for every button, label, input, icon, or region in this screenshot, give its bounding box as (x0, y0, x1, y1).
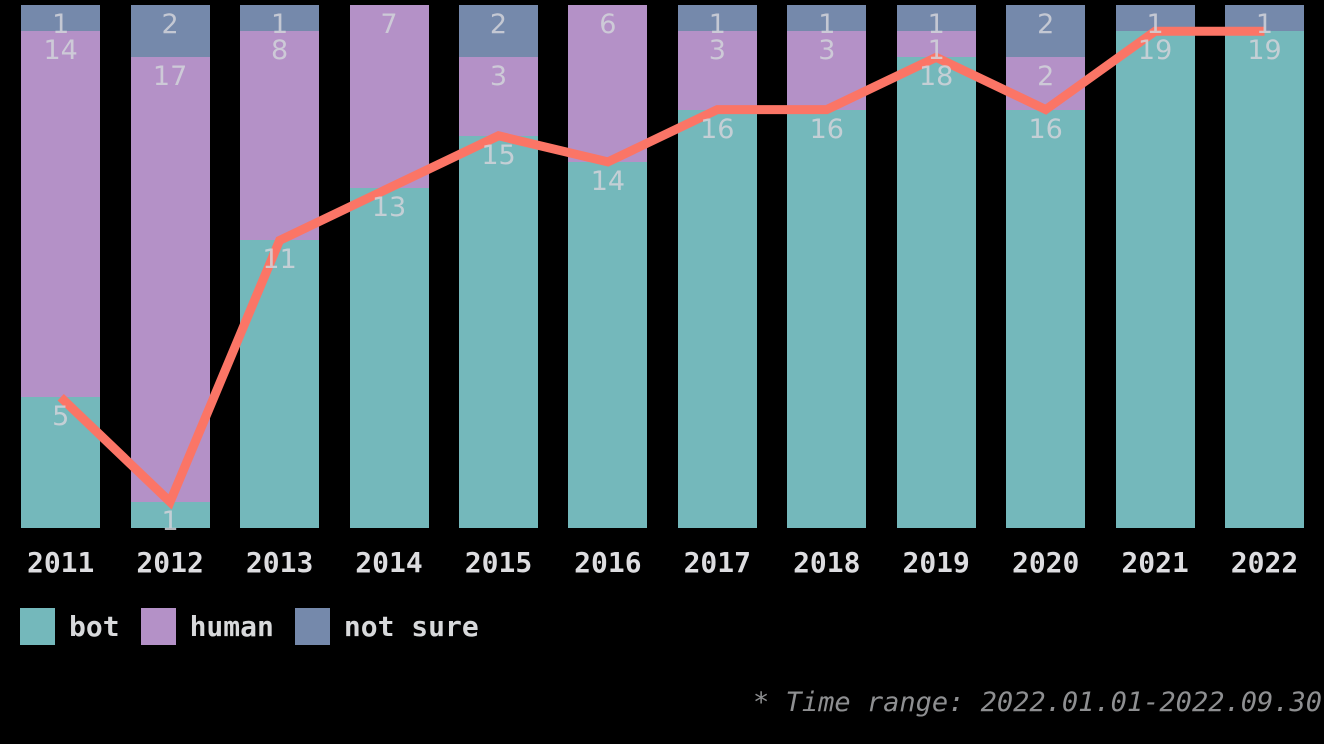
bar-value-label: 1 (1146, 9, 1164, 40)
bar-value-label: 1 (927, 9, 945, 40)
legend-item-human[interactable]: human (140, 608, 274, 645)
legend-item-not-sure[interactable]: not sure (294, 608, 479, 645)
legend-label-not-sure: not sure (343, 610, 479, 643)
bar-value-label: 8 (271, 35, 289, 67)
bar-value-label: 19 (1137, 35, 1173, 67)
value-labels-layer: 5 14 1 1 17 2 11 8 1 13 7 15 3 2 14 6 16 3 1 16 3 1 18 1 1 16 2 2 19… (43, 9, 1282, 537)
bar-value-label: 3 (708, 35, 726, 67)
bar-value-label: 1 (161, 505, 179, 537)
x-axis-label-2017: 2017 (683, 546, 752, 579)
footnote-time-range: * Time range: 2022.01.01-2022.09.30 (753, 687, 1322, 718)
bar-value-label: 11 (262, 244, 297, 276)
bar-value-label: 3 (489, 61, 508, 93)
x-axis-label-2011: 2011 (26, 546, 95, 579)
x-axis: 2011 2012 2013 2014 2015 2016 2017 2018 2019 2020… (26, 546, 1299, 579)
x-axis-label-2016: 2016 (574, 546, 642, 579)
x-axis-label-2013: 2013 (245, 546, 314, 579)
bar-value-label: 16 (700, 113, 735, 145)
bar-value-label: 7 (380, 9, 398, 40)
bar-value-label: 1 (1255, 9, 1274, 40)
bar-value-label: 13 (371, 192, 407, 224)
legend-swatch-bot (20, 608, 55, 645)
x-axis-label-2021: 2021 (1121, 546, 1189, 579)
chart-plot: 5 14 1 1 17 2 11 8 1 13 7 15 3 2 14 6 16 3 1 16 3 1 18 1 1 16 2 2 19… (21, 5, 1304, 579)
x-axis-label-2020: 2020 (1011, 546, 1080, 579)
x-axis-label-2012: 2012 (136, 546, 204, 579)
x-axis-label-2014: 2014 (355, 546, 423, 579)
x-axis-label-2018: 2018 (793, 546, 861, 579)
legend-label-bot: bot (69, 610, 120, 643)
x-axis-label-2015: 2015 (464, 546, 533, 579)
bar-value-label: 2 (161, 9, 179, 40)
bar-value-label: 2 (1037, 9, 1055, 40)
legend-swatch-human (140, 608, 176, 645)
x-axis-label-2022: 2022 (1230, 546, 1299, 579)
bar-value-label: 15 (481, 139, 516, 171)
bar-value-label: 16 (809, 113, 844, 145)
bar-value-label: 6 (599, 9, 617, 40)
bar-value-label: 3 (818, 35, 836, 67)
bar-value-label: 1 (927, 35, 945, 67)
legend-item-bot[interactable]: bot (20, 608, 120, 645)
bar-value-label: 14 (590, 165, 626, 197)
bar-value-label: 1 (52, 9, 70, 40)
bar-value-label: 14 (43, 35, 78, 67)
bar-value-label: 17 (152, 61, 188, 93)
bar-value-label: 18 (919, 61, 954, 93)
bar-value-label: 2 (1037, 61, 1055, 93)
bar-value-label: 19 (1247, 35, 1282, 67)
bar-value-label: 1 (708, 9, 726, 40)
bar-value-label: 5 (52, 401, 70, 433)
legend-label-human: human (189, 610, 274, 643)
bar-value-label: 1 (818, 9, 836, 40)
bar-value-label: 16 (1028, 113, 1063, 145)
legend: bot human not sure (20, 608, 479, 645)
bar-value-label: 2 (489, 9, 508, 40)
legend-swatch-not-sure (294, 608, 330, 645)
x-axis-label-2019: 2019 (902, 546, 970, 579)
bar-value-label: 1 (271, 9, 289, 40)
